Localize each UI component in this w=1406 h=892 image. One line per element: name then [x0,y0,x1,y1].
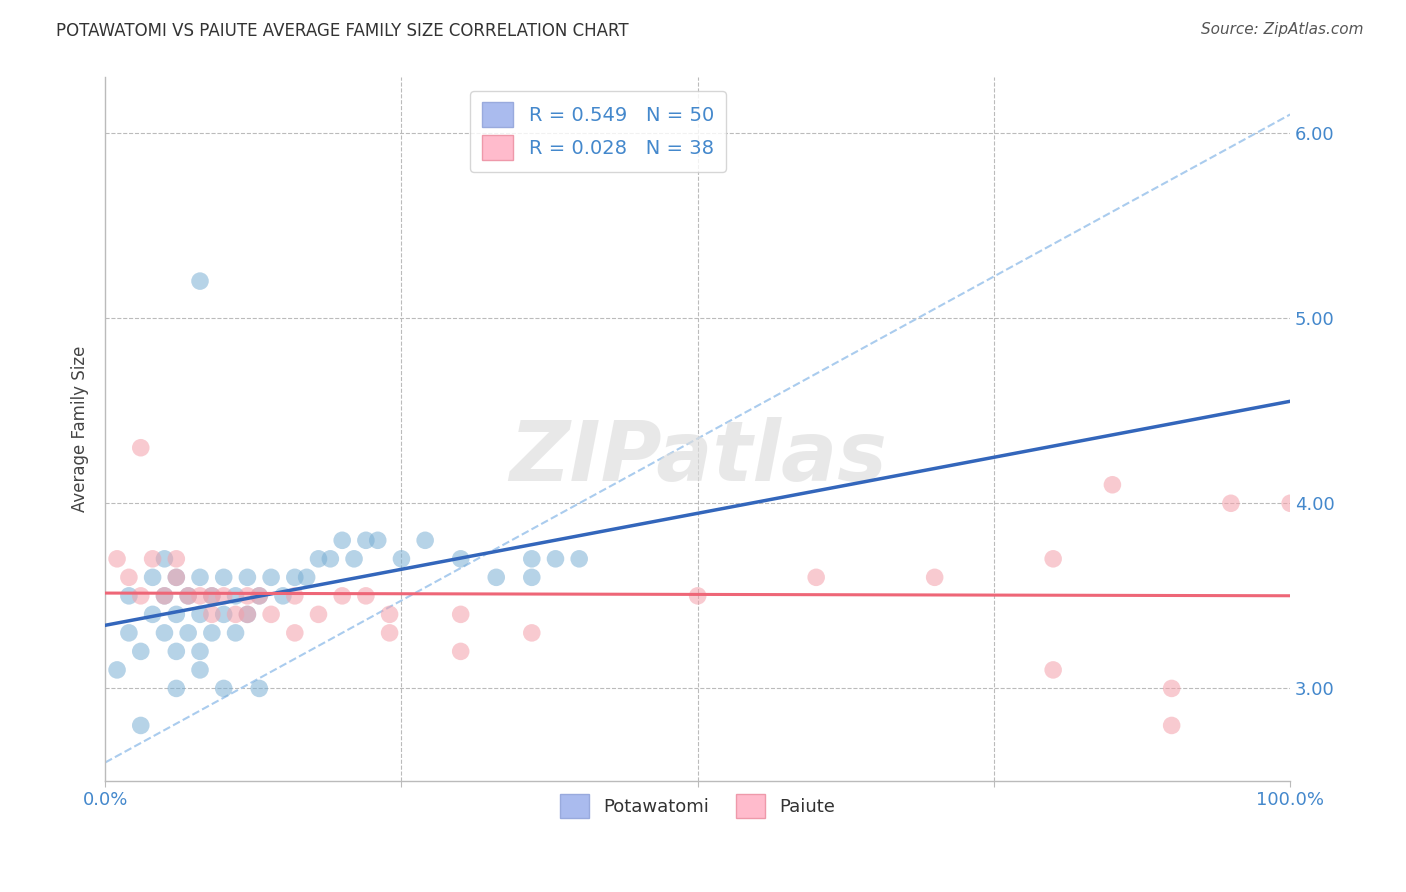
Point [520,551,543,566]
Point [804,570,827,584]
Point [308,551,330,566]
Point [165,551,187,566]
Point [1279,496,1302,510]
Point [295,570,318,584]
Point [142,551,165,566]
Point [450,607,472,622]
Point [212,570,235,584]
Point [129,589,152,603]
Point [153,589,176,603]
Point [165,644,187,658]
Point [284,589,307,603]
Point [129,644,152,658]
Point [177,589,200,603]
Point [153,551,176,566]
Point [118,589,141,603]
Point [367,533,389,548]
Point [413,533,436,548]
Y-axis label: Average Family Size: Average Family Size [72,346,89,512]
Point [450,551,472,566]
Point [153,626,176,640]
Point [177,626,200,640]
Point [308,607,330,622]
Point [188,607,211,622]
Point [391,551,413,566]
Point [1219,496,1241,510]
Point [343,551,366,566]
Point [188,663,211,677]
Point [260,607,283,622]
Point [188,644,211,658]
Point [568,551,591,566]
Point [247,681,270,696]
Point [165,570,187,584]
Point [165,681,187,696]
Point [271,589,294,603]
Point [520,570,543,584]
Point [165,607,187,622]
Legend: Potawatomi, Paiute: Potawatomi, Paiute [553,787,842,825]
Point [212,589,235,603]
Point [225,607,247,622]
Point [1160,681,1182,696]
Point [105,551,128,566]
Point [544,551,567,566]
Point [450,644,472,658]
Point [1160,718,1182,732]
Point [225,626,247,640]
Point [247,589,270,603]
Point [378,626,401,640]
Point [236,570,259,584]
Point [129,718,152,732]
Point [236,589,259,603]
Point [247,589,270,603]
Point [284,570,307,584]
Point [188,589,211,603]
Point [142,570,165,584]
Point [284,626,307,640]
Point [201,626,224,640]
Point [212,607,235,622]
Point [212,681,235,696]
Point [330,589,353,603]
Point [165,570,187,584]
Point [188,570,211,584]
Point [686,589,709,603]
Text: Source: ZipAtlas.com: Source: ZipAtlas.com [1201,22,1364,37]
Point [118,626,141,640]
Point [188,274,211,288]
Point [1042,663,1064,677]
Point [105,663,128,677]
Point [129,441,152,455]
Point [924,570,946,584]
Point [201,607,224,622]
Point [236,607,259,622]
Point [118,570,141,584]
Point [1101,477,1123,491]
Point [354,589,377,603]
Point [225,589,247,603]
Point [142,607,165,622]
Point [354,533,377,548]
Point [330,533,353,548]
Text: ZIPatlas: ZIPatlas [509,417,887,498]
Point [201,589,224,603]
Point [319,551,342,566]
Point [236,607,259,622]
Point [520,626,543,640]
Point [153,589,176,603]
Point [378,607,401,622]
Point [201,589,224,603]
Point [260,570,283,584]
Point [177,589,200,603]
Point [485,570,508,584]
Point [1042,551,1064,566]
Text: POTAWATOMI VS PAIUTE AVERAGE FAMILY SIZE CORRELATION CHART: POTAWATOMI VS PAIUTE AVERAGE FAMILY SIZE… [56,22,628,40]
